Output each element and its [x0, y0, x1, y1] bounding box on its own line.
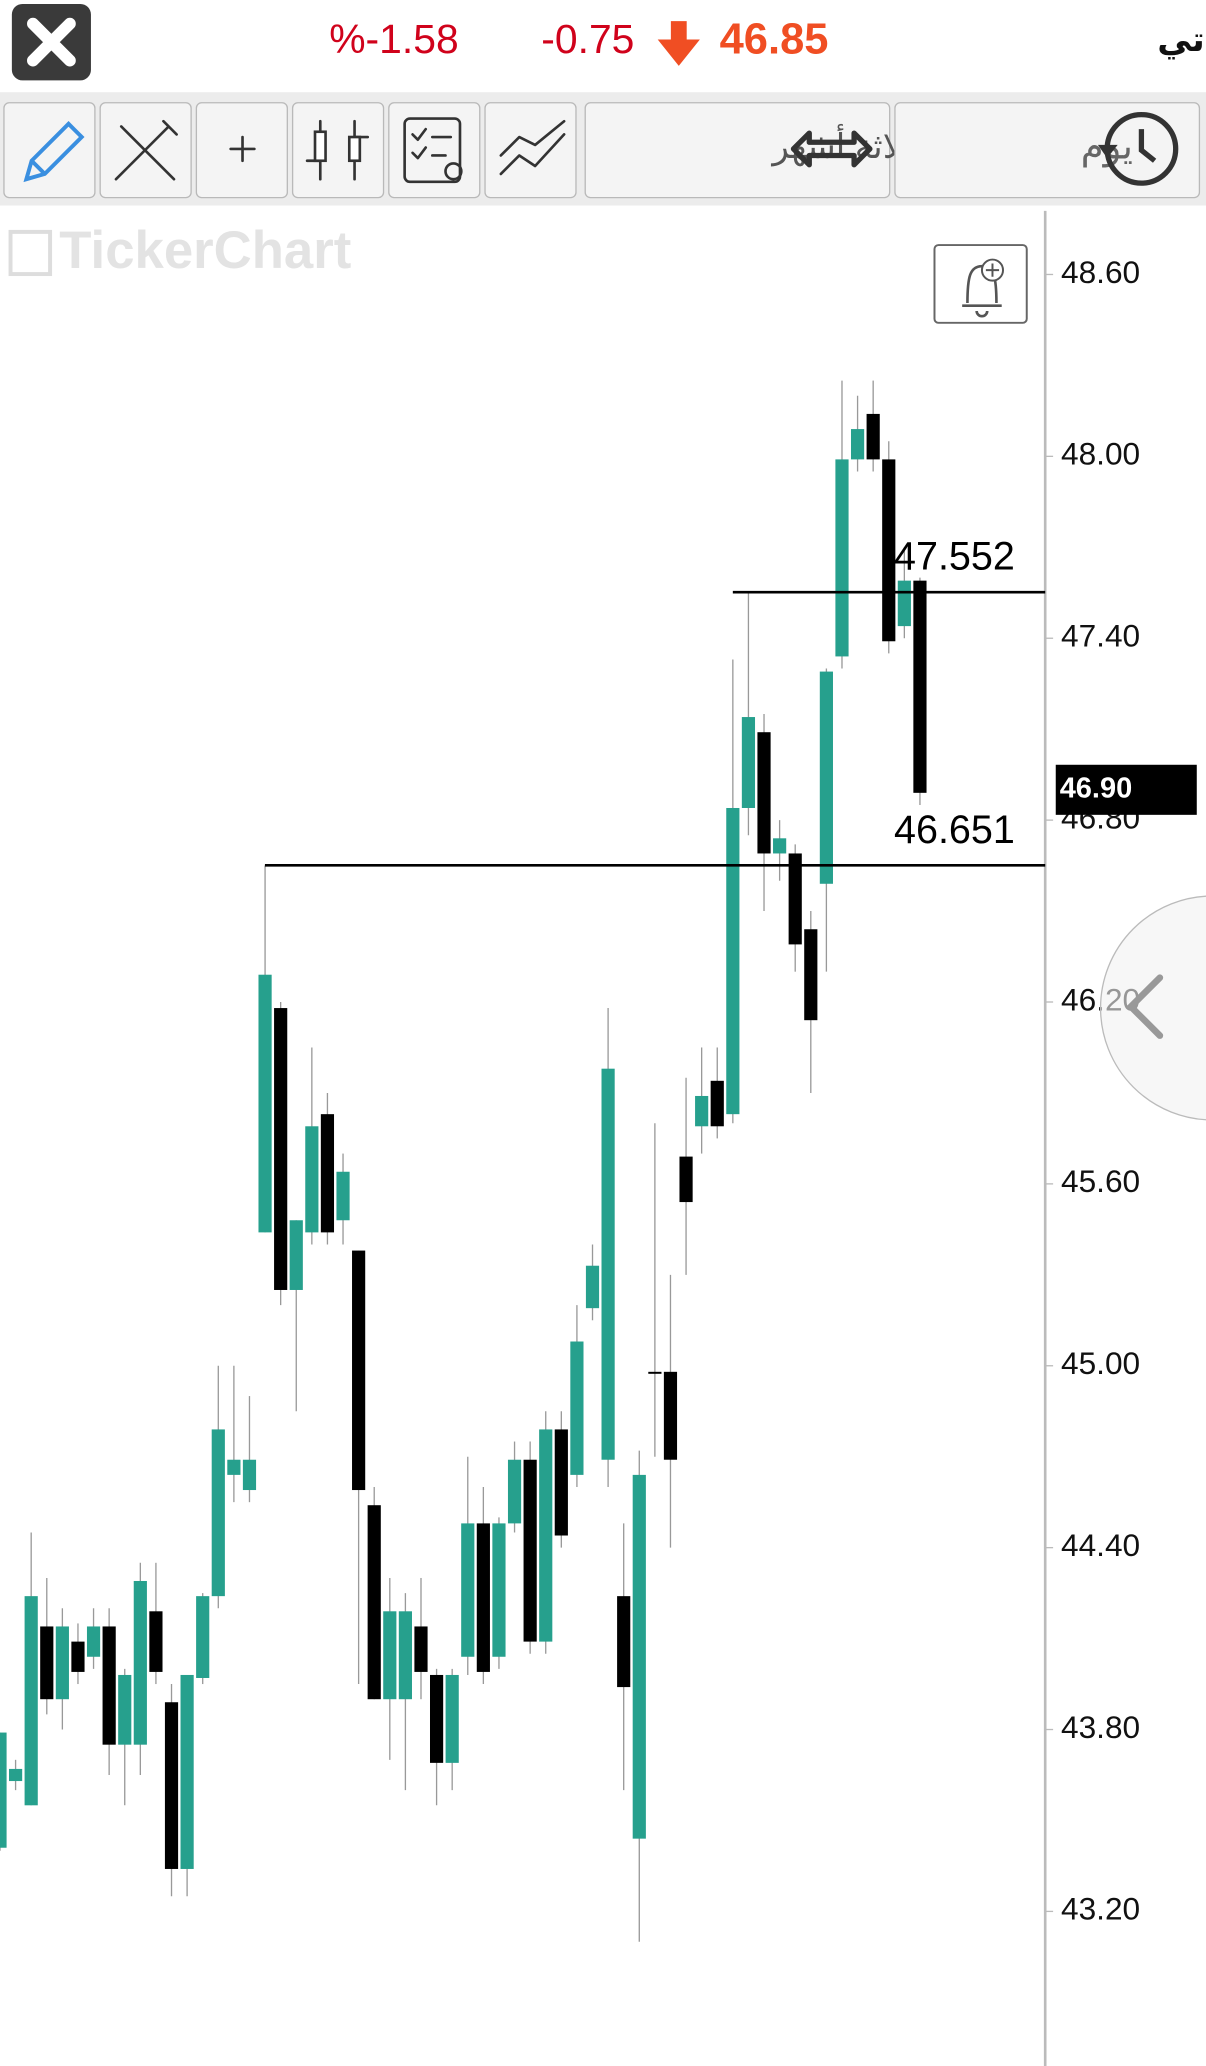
candle-body — [274, 1008, 288, 1290]
candle-body — [695, 1095, 709, 1127]
price: 46.85 — [720, 16, 829, 64]
candle-body — [679, 1156, 693, 1203]
crosshair-button[interactable] — [195, 102, 288, 199]
candle-body — [741, 717, 756, 808]
candle-body — [648, 1371, 662, 1374]
candle-body — [773, 838, 787, 854]
candle-body — [258, 974, 272, 1233]
candle-body — [55, 1626, 69, 1700]
candle-body — [227, 1459, 241, 1475]
candle-body — [663, 1371, 678, 1460]
candle-body — [102, 1626, 116, 1745]
candle-body — [617, 1596, 631, 1688]
change-percent: %-1.58 — [329, 16, 458, 62]
candle-body — [71, 1641, 85, 1672]
candle-body — [804, 929, 818, 1021]
candle-body — [133, 1580, 147, 1745]
level-label: 47.552 — [894, 535, 1015, 579]
candle-body — [710, 1080, 724, 1127]
period-label: ثلاثة أشهر — [770, 124, 912, 167]
y-tick-label: 48.00 — [1061, 436, 1140, 472]
candle-body — [570, 1341, 584, 1475]
last-price-label: 46.90 — [1060, 772, 1133, 804]
candle-body — [149, 1611, 163, 1672]
y-tick-label: 43.80 — [1061, 1709, 1140, 1745]
candle-body — [476, 1523, 490, 1672]
level-label: 46.651 — [894, 808, 1015, 852]
candle-body — [398, 1611, 412, 1700]
candle-body — [523, 1459, 537, 1642]
candle-body — [211, 1429, 225, 1597]
candle-body — [507, 1459, 522, 1524]
candle-body — [336, 1171, 350, 1221]
candle-body — [585, 1265, 600, 1309]
y-tick-label: 44.40 — [1061, 1527, 1140, 1563]
candle-body — [24, 1596, 38, 1806]
watermark: TickerChart — [8, 221, 351, 280]
down-arrow — [657, 21, 700, 66]
candle-body — [118, 1674, 132, 1745]
candle-body — [320, 1114, 335, 1233]
y-tick-label: 43.20 — [1061, 1891, 1140, 1927]
candle-body — [9, 1768, 23, 1782]
indicators-button[interactable] — [388, 102, 481, 199]
header-bar — [0, 0, 1206, 90]
candle-body — [554, 1429, 568, 1536]
candle-body — [0, 1732, 7, 1848]
candle-body — [850, 429, 865, 460]
interval-button[interactable]: يوم — [894, 102, 1201, 199]
candle-body — [492, 1523, 506, 1657]
candle-body — [819, 671, 833, 884]
candle-body — [445, 1674, 459, 1763]
side-handle[interactable] — [1099, 895, 1206, 1121]
symbol: اس تي — [1157, 21, 1206, 60]
change: -0.75 — [541, 16, 634, 62]
y-tick-label: 45.00 — [1061, 1345, 1140, 1381]
candle-body — [352, 1250, 366, 1491]
candle-body — [383, 1611, 397, 1700]
candle-body — [242, 1459, 257, 1491]
candle-body — [414, 1626, 428, 1672]
y-tick-label: 48.60 — [1061, 254, 1140, 290]
candle-body — [882, 459, 896, 642]
candle-body — [757, 732, 771, 854]
candle-body — [632, 1474, 646, 1839]
alert-button[interactable] — [933, 244, 1028, 324]
candle-body — [164, 1702, 179, 1869]
plot: 43.2043.8044.4045.0045.6046.2046.8047.40… — [0, 254, 1197, 1942]
candle-body — [196, 1596, 210, 1678]
candle-body — [835, 459, 849, 657]
candle-body — [913, 580, 927, 793]
compare-button[interactable] — [484, 102, 577, 199]
draw-button[interactable] — [3, 102, 96, 199]
candle-body — [866, 413, 880, 460]
y-tick-label: 47.40 — [1061, 618, 1140, 654]
candle-body — [305, 1126, 319, 1233]
candle-body — [367, 1505, 381, 1700]
period-button[interactable]: ثلاثة أشهر — [584, 102, 913, 199]
candle-body — [539, 1429, 553, 1642]
last-price-box — [1055, 764, 1197, 815]
candle-body — [40, 1626, 54, 1700]
candle-body — [897, 580, 911, 627]
watermark-text: TickerChart — [59, 221, 351, 280]
candle-body — [461, 1523, 475, 1657]
candle-body — [289, 1220, 303, 1290]
candle-body — [180, 1674, 194, 1869]
candle-body — [86, 1626, 101, 1657]
y-tick-label: 45.60 — [1061, 1163, 1140, 1199]
tools-button[interactable] — [99, 102, 192, 199]
close-button[interactable] — [11, 3, 91, 81]
chart-type-button[interactable] — [291, 102, 385, 199]
candle-body — [788, 853, 802, 945]
candle-body — [601, 1068, 615, 1460]
candle-body — [726, 807, 740, 1115]
candle-body — [429, 1674, 444, 1763]
